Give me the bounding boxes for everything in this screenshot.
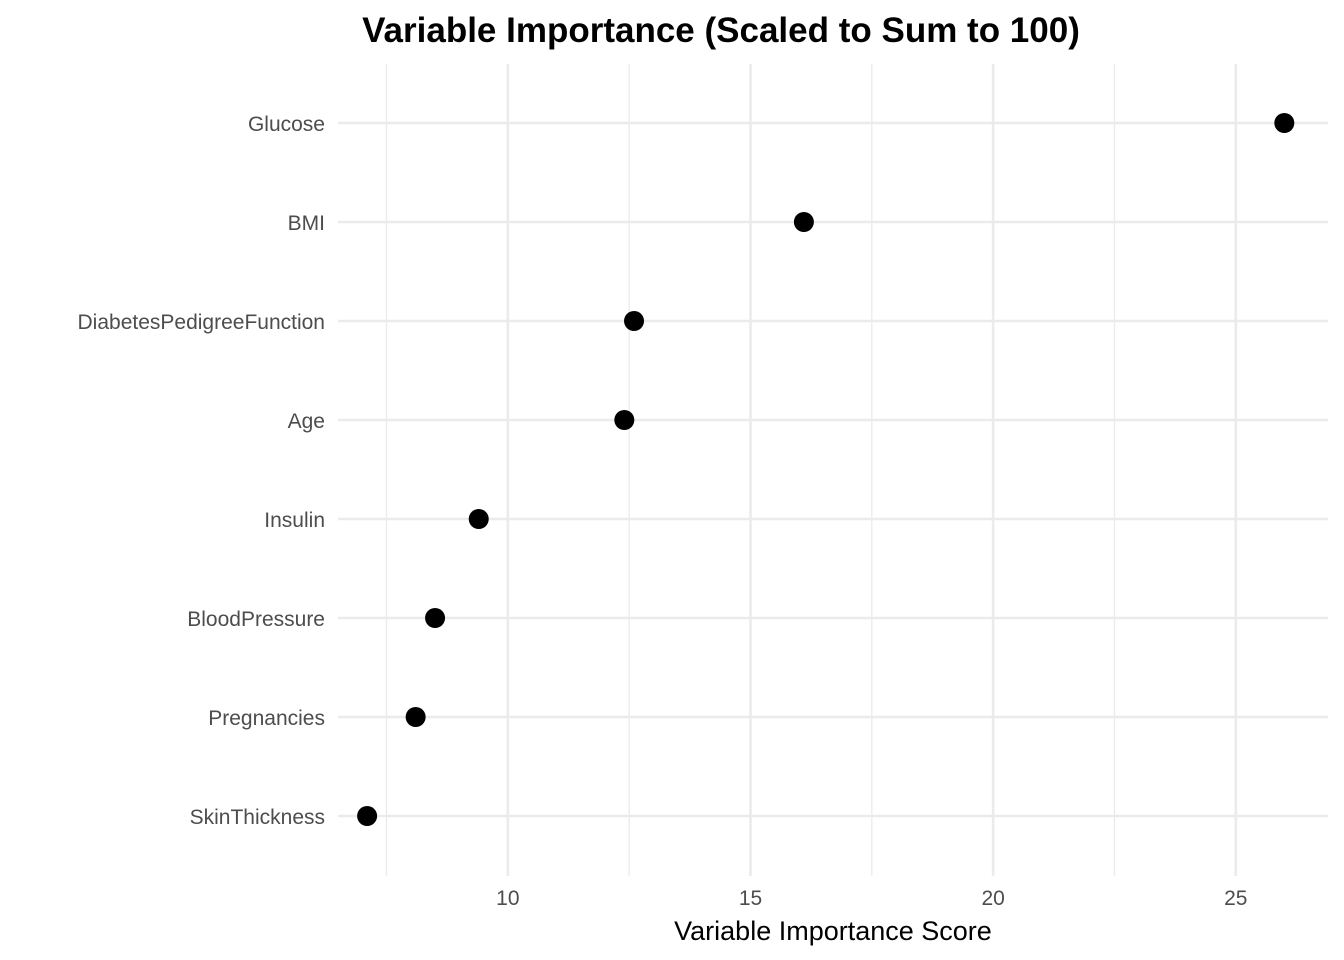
category-labels: Glucose BMI DiabetesPedigreeFunction Age Ins… [78,113,326,829]
category-label: Glucose [248,113,325,136]
x-tick-labels: 10 15 20 25 [496,887,1247,910]
data-point [425,608,446,628]
x-tick-label: 10 [496,887,519,910]
data-point [624,311,645,331]
x-tick-label: 15 [739,887,762,910]
category-label: DiabetesPedigreeFunction [78,311,326,334]
x-tick-label: 25 [1224,887,1247,910]
data-point [793,212,814,232]
x-tick-label: 20 [981,887,1004,910]
grid [338,64,1328,876]
data-point [357,806,378,826]
category-label: SkinThickness [190,806,325,829]
data-point [1274,113,1295,133]
data-point [405,707,426,727]
x-axis-title: Variable Importance Score [674,916,992,946]
data-points [357,113,1295,826]
data-point [614,410,635,430]
category-label: Insulin [264,509,325,532]
category-label: BloodPressure [187,608,325,631]
data-point [468,509,489,529]
category-label: BMI [288,212,325,235]
chart-title: Variable Importance (Scaled to Sum to 10… [362,11,1080,50]
category-label: Age [288,410,325,433]
category-label: Pregnancies [208,707,325,730]
